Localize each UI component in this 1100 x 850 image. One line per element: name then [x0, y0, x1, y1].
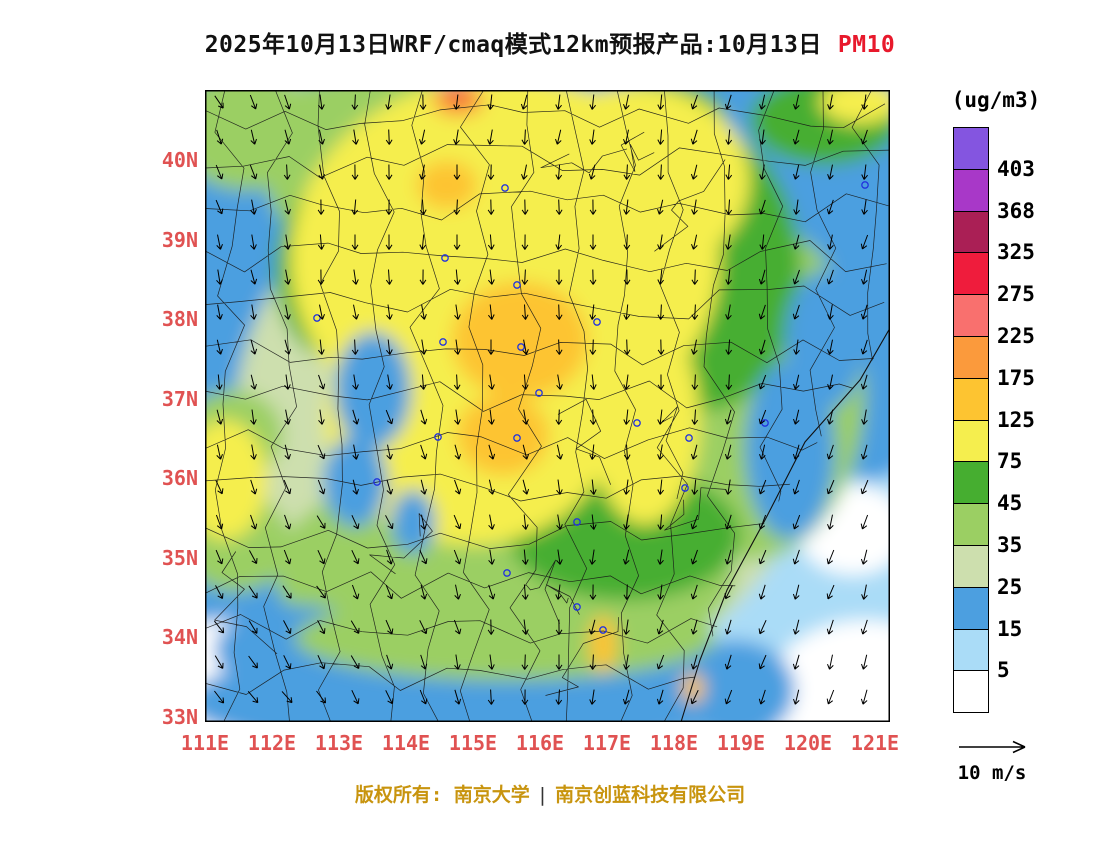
colorbar-level-swatch — [953, 670, 989, 714]
lon-tick-label: 119E — [716, 731, 766, 755]
colorbar — [953, 127, 989, 714]
lon-tick-label: 120E — [783, 731, 833, 755]
copyright-left: 版权所有: 南京大学 — [354, 784, 530, 806]
colorbar-tick-label: 75 — [997, 449, 1023, 474]
copyright-separator: | — [536, 784, 549, 806]
colorbar-level-swatch — [953, 545, 989, 588]
colorbar-level-swatch — [953, 210, 989, 254]
lat-tick-label: 39N — [161, 227, 198, 252]
colorbar-tick-label: 225 — [997, 324, 1035, 348]
lon-tick-label: 121E — [850, 731, 900, 755]
colorbar-tick-label: 275 — [997, 282, 1035, 307]
coastline — [680, 327, 890, 722]
lon-tick-label: 115E — [448, 731, 498, 755]
lon-tick-label: 113E — [314, 731, 364, 755]
colorbar-tick-label: 45 — [997, 491, 1023, 516]
lon-tick-label: 116E — [515, 731, 565, 755]
colorbar-tick-label: 35 — [997, 533, 1023, 557]
lat-tick-label: 36N — [161, 466, 198, 490]
station-markers — [313, 181, 869, 634]
colorbar-tick-label: 25 — [997, 574, 1023, 599]
colorbar-level-swatch — [953, 503, 989, 546]
copyright-footer: 版权所有: 南京大学 | 南京创蓝科技有限公司 — [0, 780, 1100, 807]
lat-tick-label: 37N — [161, 386, 198, 411]
colorbar-level-swatch — [953, 294, 989, 337]
pm10-species-label: PM10 — [837, 32, 896, 58]
wind-scale-legend: 10 m/s — [942, 736, 1042, 784]
wind-scale-label: 10 m/s — [957, 762, 1027, 784]
colorbar-level-swatch — [953, 377, 989, 421]
lon-tick-label: 114E — [381, 731, 431, 755]
colorbar-level-swatch — [953, 252, 989, 296]
chart-title-text: 2025年10月13日WRF/cmaq模式12km预报产品:10月13日 — [204, 32, 822, 58]
lon-tick-label: 117E — [582, 731, 632, 755]
lat-tick-label: 35N — [161, 545, 198, 570]
colorbar-units-label: (ug/m3) — [951, 88, 1041, 112]
copyright-right: 南京创蓝科技有限公司 — [555, 784, 746, 806]
colorbar-level-swatch — [953, 419, 989, 463]
lat-tick-label: 40N — [161, 148, 198, 172]
colorbar-tick-label: 5 — [997, 658, 1010, 683]
map-border — [205, 90, 890, 722]
colorbar-tick-label: 368 — [997, 198, 1035, 223]
colorbar-level-swatch — [953, 336, 989, 379]
lon-tick-label: 111E — [180, 731, 230, 755]
wind-vectors — [214, 94, 869, 705]
colorbar-tick-label: 175 — [997, 365, 1035, 390]
colorbar-level-swatch — [953, 586, 989, 630]
colorbar-level-swatch — [953, 127, 989, 170]
lon-tick-label: 118E — [649, 731, 699, 755]
wind-scale-arrow — [959, 740, 1026, 754]
chart-title: 2025年10月13日WRF/cmaq模式12km预报产品:10月13日 PM10 — [0, 25, 1100, 59]
colorbar-level-swatch — [953, 461, 989, 505]
colorbar-tick-label: 125 — [997, 407, 1035, 432]
colorbar-level-swatch — [953, 168, 989, 212]
lat-tick-label: 38N — [161, 307, 198, 331]
colorbar-tick-label: 15 — [997, 616, 1023, 641]
colorbar-tick-label: 403 — [997, 156, 1035, 181]
lat-tick-label: 34N — [161, 625, 198, 649]
colorbar-tick-label: 325 — [997, 240, 1035, 265]
lat-tick-label: 33N — [161, 704, 198, 729]
forecast-map — [205, 90, 890, 722]
forecast-map-svg — [205, 90, 890, 722]
lon-tick-label: 112E — [247, 731, 297, 755]
colorbar-level-swatch — [953, 628, 989, 672]
